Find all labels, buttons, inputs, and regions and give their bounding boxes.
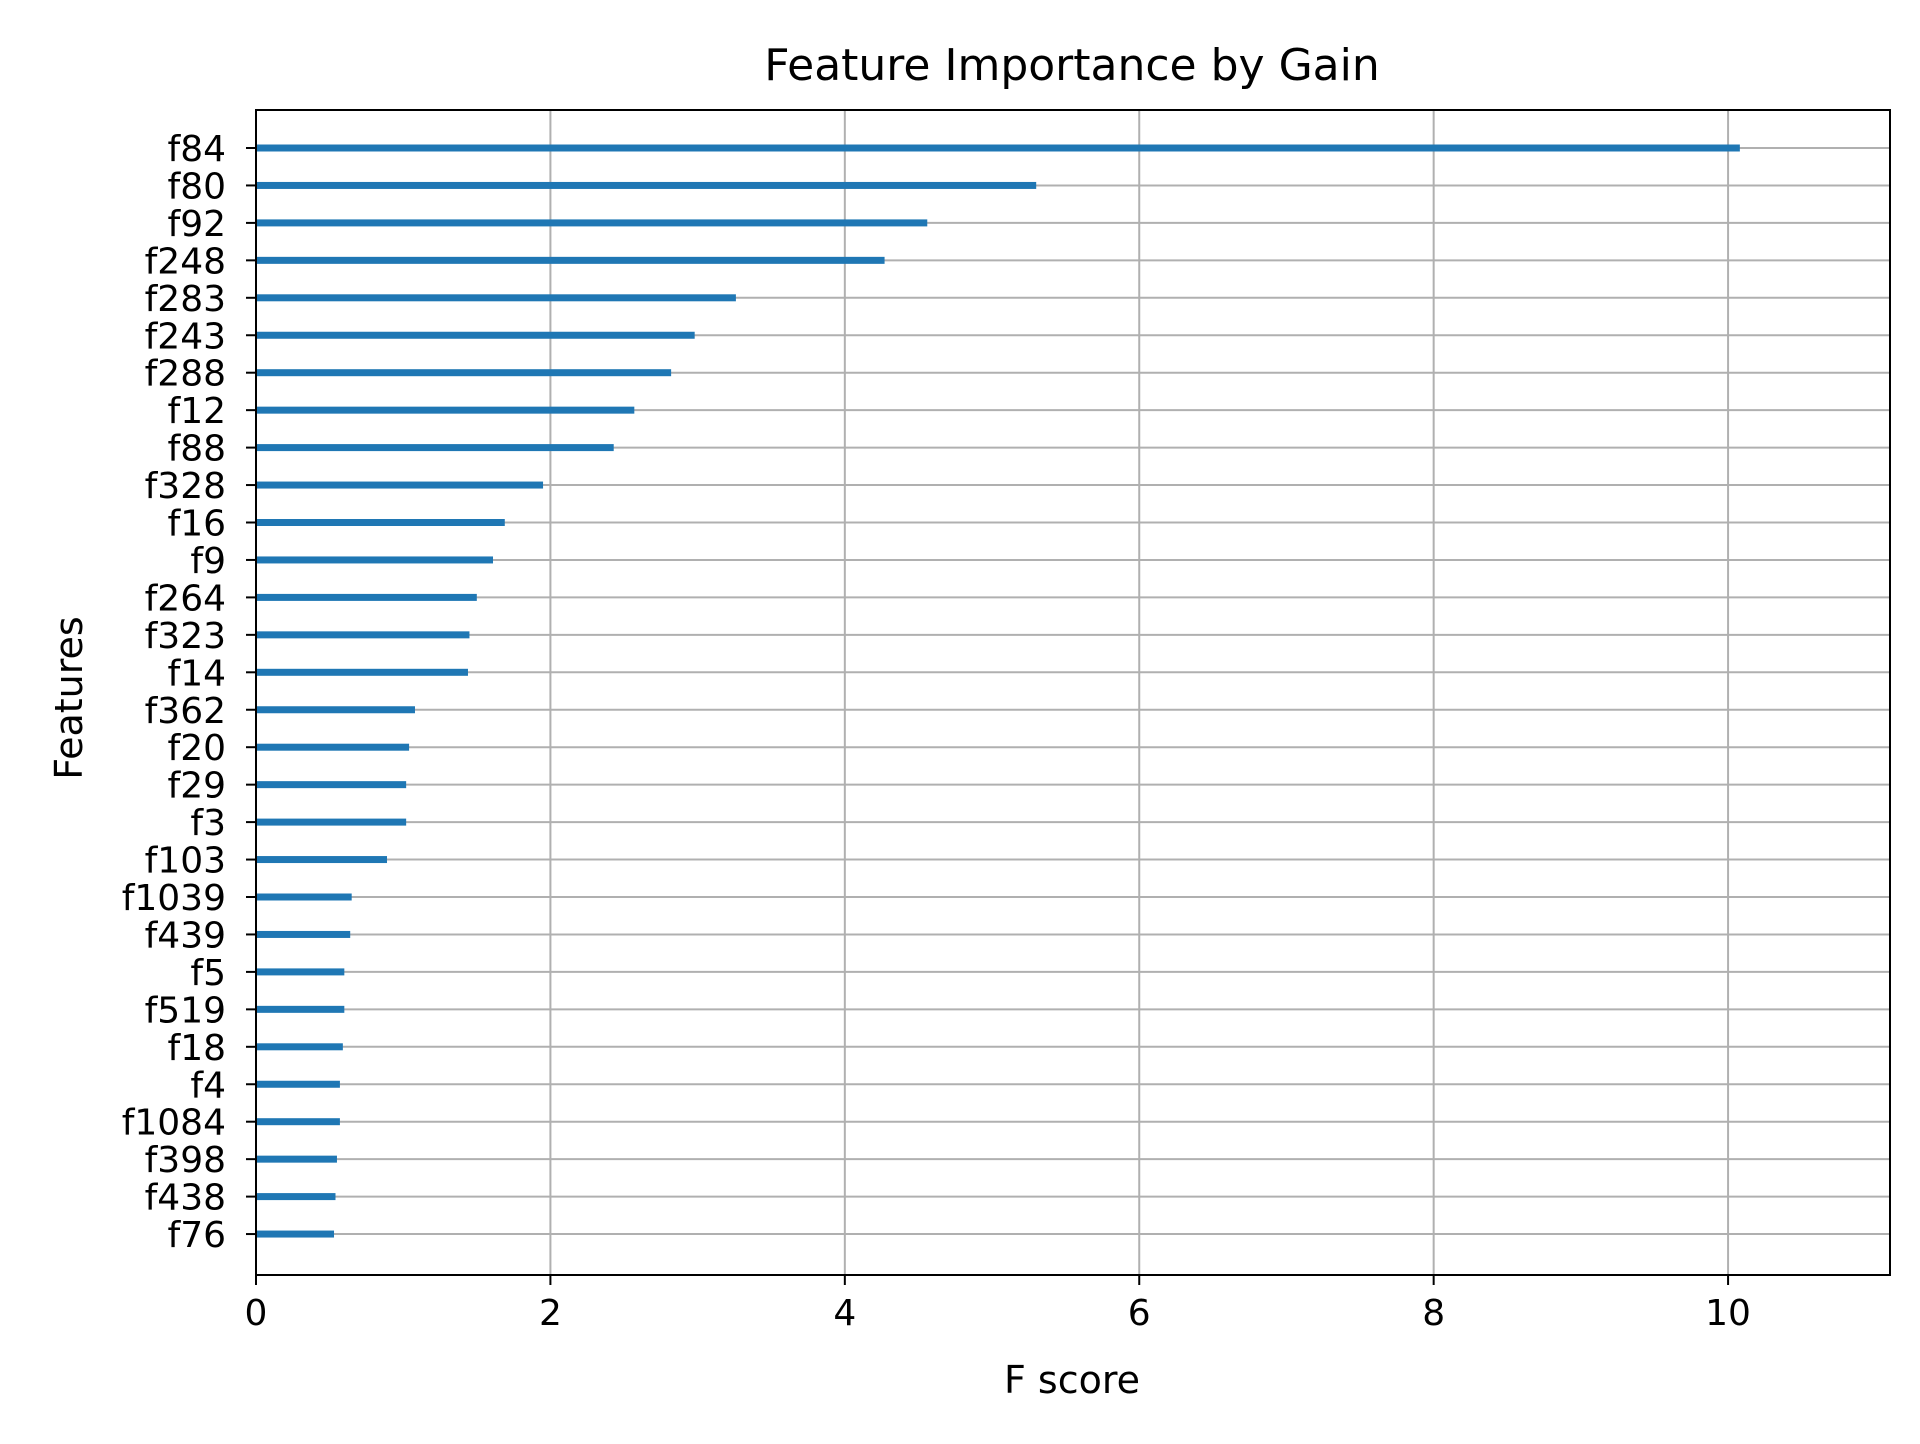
y-tick-label: f103 xyxy=(145,841,226,882)
bar-f519 xyxy=(256,1005,345,1013)
bar-f323 xyxy=(256,631,470,639)
y-tick-label: f328 xyxy=(145,466,226,507)
y-tick-label: f519 xyxy=(145,990,226,1031)
bar-f92 xyxy=(256,219,928,227)
y-tick-label: f12 xyxy=(168,391,226,432)
bar-f12 xyxy=(256,406,635,414)
bar-f18 xyxy=(256,1043,343,1051)
y-tick-label: f29 xyxy=(168,766,226,807)
y-tick-label: f16 xyxy=(168,504,226,545)
bar-f288 xyxy=(256,369,672,377)
y-tick-label: f1039 xyxy=(122,878,226,919)
x-tick-label: 4 xyxy=(833,1293,856,1334)
tick-layer: 0 2 4 6 8 10f84f80f92f248f283f243f288f12f88f3… xyxy=(122,129,1751,1334)
y-tick-label: f248 xyxy=(145,241,226,282)
bar-f84 xyxy=(256,144,1740,152)
y-tick-label: f14 xyxy=(168,653,226,694)
y-tick-label: f283 xyxy=(145,279,226,320)
bar-f439 xyxy=(256,930,351,938)
y-tick-label: f88 xyxy=(168,429,226,470)
x-tick-label: 8 xyxy=(1422,1293,1445,1334)
x-tick-label: 0 xyxy=(245,1293,268,1334)
bar-f264 xyxy=(256,593,477,601)
bar-f248 xyxy=(256,256,885,264)
y-tick-label: f438 xyxy=(145,1178,226,1219)
x-tick-label: 2 xyxy=(539,1293,562,1334)
bar-f29 xyxy=(256,781,407,789)
y-tick-label: f84 xyxy=(168,129,226,170)
y-tick-label: f398 xyxy=(145,1140,226,1181)
y-tick-label: f76 xyxy=(168,1215,226,1256)
y-tick-label: f243 xyxy=(145,316,226,357)
y-tick-label: f3 xyxy=(190,803,226,844)
y-tick-label: f5 xyxy=(190,953,226,994)
bar-f16 xyxy=(256,519,505,526)
y-tick-label: f362 xyxy=(145,691,226,732)
axes-frame xyxy=(255,109,1891,1276)
y-tick-label: f92 xyxy=(168,204,226,245)
bar-f5 xyxy=(256,968,345,976)
bar-f80 xyxy=(256,181,1037,189)
x-axis-label: F score xyxy=(1004,1358,1140,1402)
bar-f9 xyxy=(256,556,494,564)
bar-f438 xyxy=(256,1193,336,1201)
y-tick-label: f264 xyxy=(145,578,226,619)
bar-f1084 xyxy=(256,1118,340,1126)
x-tick-label: 10 xyxy=(1705,1293,1751,1334)
chart-title: Feature Importance by Gain xyxy=(764,40,1380,91)
y-tick-label: f18 xyxy=(168,1028,226,1069)
y-tick-label: f4 xyxy=(190,1065,226,1106)
y-tick-label: f9 xyxy=(190,541,226,582)
bar-f4 xyxy=(256,1080,340,1088)
x-tick-label: 6 xyxy=(1128,1293,1151,1334)
bar-f328 xyxy=(256,481,544,489)
bar-f76 xyxy=(256,1230,335,1238)
y-tick-label: f80 xyxy=(168,166,226,207)
bar-layer xyxy=(256,144,1740,1238)
bar-f103 xyxy=(256,856,388,864)
bar-f1039 xyxy=(256,893,352,901)
bar-f243 xyxy=(256,331,695,339)
bar-f14 xyxy=(256,668,468,676)
bar-f398 xyxy=(256,1155,337,1163)
bar-f362 xyxy=(256,706,415,714)
y-tick-label: f1084 xyxy=(122,1103,226,1144)
y-tick-label: f323 xyxy=(145,616,226,657)
bar-f88 xyxy=(256,444,614,452)
y-axis-label: Features xyxy=(47,616,91,779)
bar-f3 xyxy=(256,818,407,826)
bar-f20 xyxy=(256,743,410,751)
y-tick-label: f288 xyxy=(145,354,226,395)
bar-f283 xyxy=(256,294,736,302)
y-tick-label: f20 xyxy=(168,728,226,769)
y-tick-label: f439 xyxy=(145,915,226,956)
